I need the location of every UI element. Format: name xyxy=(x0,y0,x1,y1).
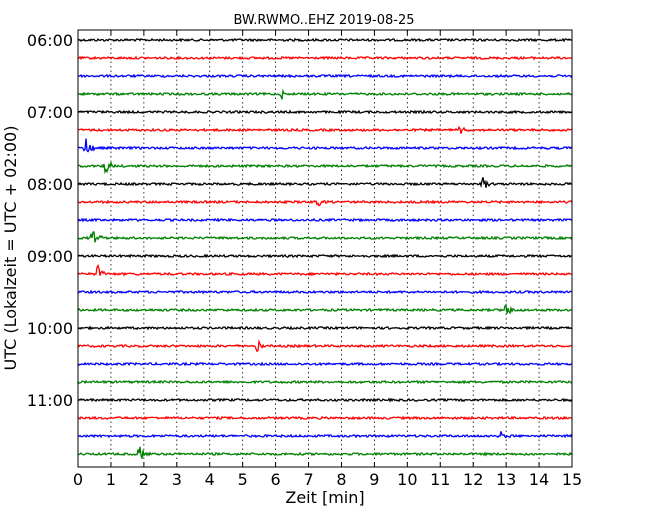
seismic-trace xyxy=(77,431,573,439)
x-tick-label: 10 xyxy=(397,470,417,489)
seismic-trace xyxy=(77,138,573,153)
x-tick-label: 8 xyxy=(336,470,346,489)
y-tick-label: 07:00 xyxy=(27,103,73,122)
seismic-trace xyxy=(77,325,573,331)
seismic-trace xyxy=(77,253,573,259)
seismic-trace xyxy=(77,177,573,189)
x-tick-label: 11 xyxy=(430,470,450,489)
grid xyxy=(110,30,540,467)
x-tick-label: 7 xyxy=(303,470,313,489)
seismic-trace xyxy=(77,109,573,115)
x-tick-label: 5 xyxy=(238,470,248,489)
seismic-trace xyxy=(77,88,573,100)
plot-frame xyxy=(77,29,573,468)
y-tick-label: 08:00 xyxy=(27,175,73,194)
y-axis: 06:00 07:00 08:00 09:00 10:00 11:00 xyxy=(27,31,572,410)
seismic-trace xyxy=(77,73,573,79)
seismic-trace xyxy=(77,125,573,134)
y-tick-label: 11:00 xyxy=(27,391,73,410)
x-tick-label: 1 xyxy=(106,470,116,489)
chart-title: BW.RWMO..EHZ 2019-08-25 xyxy=(233,13,414,28)
seismic-trace xyxy=(77,217,573,223)
seismic-trace xyxy=(77,289,573,295)
y-tick-label: 10:00 xyxy=(27,319,73,338)
x-tick-label: 3 xyxy=(172,470,182,489)
x-tick-label: 9 xyxy=(369,470,379,489)
seismic-trace xyxy=(77,397,573,403)
trace-group xyxy=(77,37,573,459)
seismic-trace xyxy=(77,361,573,367)
seismic-trace xyxy=(77,199,573,207)
seismic-trace xyxy=(77,231,573,243)
x-tick-label: 14 xyxy=(529,470,549,489)
x-tick-label: 13 xyxy=(496,470,516,489)
x-axis-label: Zeit [min] xyxy=(285,488,364,507)
y-tick-label: 06:00 xyxy=(27,31,73,50)
x-tick-label: 15 xyxy=(562,470,582,489)
seismic-trace xyxy=(77,37,573,43)
seismic-trace xyxy=(77,379,573,385)
x-tick-label: 0 xyxy=(73,470,83,489)
x-tick-label: 6 xyxy=(271,470,281,489)
seismic-trace xyxy=(77,160,573,175)
seismic-trace xyxy=(77,446,573,459)
x-tick-label: 2 xyxy=(139,470,149,489)
y-axis-label: UTC (Lokalzeit = UTC + 02:00) xyxy=(1,126,20,371)
seismic-trace xyxy=(77,55,573,61)
seismic-trace xyxy=(77,339,573,353)
y-tick-label: 09:00 xyxy=(27,247,73,266)
seismic-trace xyxy=(77,303,573,315)
x-axis: 0 1 2 3 4 5 6 7 8 9 10 11 12 13 14 15 xyxy=(73,30,582,489)
seismic-trace xyxy=(77,415,573,421)
seismic-trace xyxy=(77,263,573,277)
x-tick-label: 4 xyxy=(205,470,215,489)
x-tick-label: 12 xyxy=(463,470,483,489)
